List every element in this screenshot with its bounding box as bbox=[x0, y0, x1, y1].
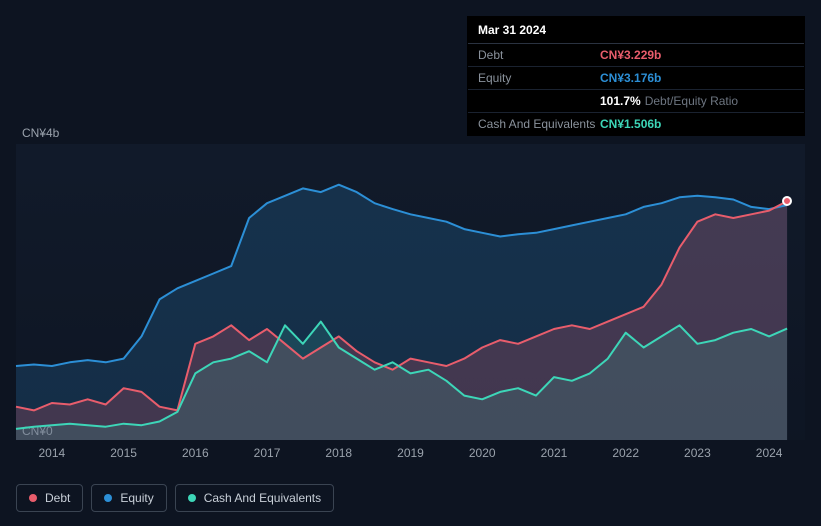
tooltip-row-equity: Equity CN¥3.176b bbox=[468, 67, 804, 90]
chart-legend: Debt Equity Cash And Equivalents bbox=[16, 484, 334, 512]
chart-plot-area[interactable] bbox=[16, 144, 805, 440]
legend-label: Equity bbox=[120, 491, 153, 505]
legend-item-cash[interactable]: Cash And Equivalents bbox=[175, 484, 334, 512]
legend-item-debt[interactable]: Debt bbox=[16, 484, 83, 512]
tooltip-ratio: 101.7% Debt/Equity Ratio bbox=[600, 94, 738, 108]
x-tick-label: 2014 bbox=[39, 446, 66, 460]
legend-dot-icon bbox=[188, 494, 196, 502]
x-axis-labels: 2014 2015 2016 2017 2018 2019 2020 2021 2022 2023… bbox=[16, 446, 805, 464]
x-tick-label: 2017 bbox=[254, 446, 281, 460]
tooltip-label: Equity bbox=[478, 71, 600, 85]
legend-dot-icon bbox=[104, 494, 112, 502]
x-tick-label: 2016 bbox=[182, 446, 209, 460]
ratio-label: Debt/Equity Ratio bbox=[645, 94, 738, 108]
tooltip-row-ratio: 101.7% Debt/Equity Ratio bbox=[468, 90, 804, 113]
tooltip-value: CN¥1.506b bbox=[600, 117, 661, 131]
tooltip-panel: Mar 31 2024 Debt CN¥3.229b Equity CN¥3.1… bbox=[467, 16, 805, 136]
tooltip-date: Mar 31 2024 bbox=[468, 17, 804, 44]
x-tick-label: 2020 bbox=[469, 446, 496, 460]
tooltip-value: CN¥3.229b bbox=[600, 48, 661, 62]
tooltip-label: Cash And Equivalents bbox=[478, 117, 600, 131]
legend-dot-icon bbox=[29, 494, 37, 502]
legend-item-equity[interactable]: Equity bbox=[91, 484, 166, 512]
tooltip-label: Debt bbox=[478, 48, 600, 62]
x-tick-label: 2023 bbox=[684, 446, 711, 460]
x-tick-label: 2018 bbox=[325, 446, 352, 460]
x-tick-label: 2021 bbox=[541, 446, 568, 460]
y-axis-top-label: CN¥4b bbox=[22, 126, 59, 140]
tooltip-row-debt: Debt CN¥3.229b bbox=[468, 44, 804, 67]
x-tick-label: 2024 bbox=[756, 446, 783, 460]
tooltip-label-empty bbox=[478, 94, 600, 108]
ratio-pct: 101.7% bbox=[600, 94, 641, 108]
x-tick-label: 2022 bbox=[612, 446, 639, 460]
legend-label: Debt bbox=[45, 491, 70, 505]
x-tick-label: 2019 bbox=[397, 446, 424, 460]
x-tick-label: 2015 bbox=[110, 446, 137, 460]
legend-label: Cash And Equivalents bbox=[204, 491, 321, 505]
tooltip-value: CN¥3.176b bbox=[600, 71, 661, 85]
hover-marker bbox=[782, 196, 792, 206]
chart-svg bbox=[16, 144, 805, 440]
tooltip-row-cash: Cash And Equivalents CN¥1.506b bbox=[468, 113, 804, 135]
